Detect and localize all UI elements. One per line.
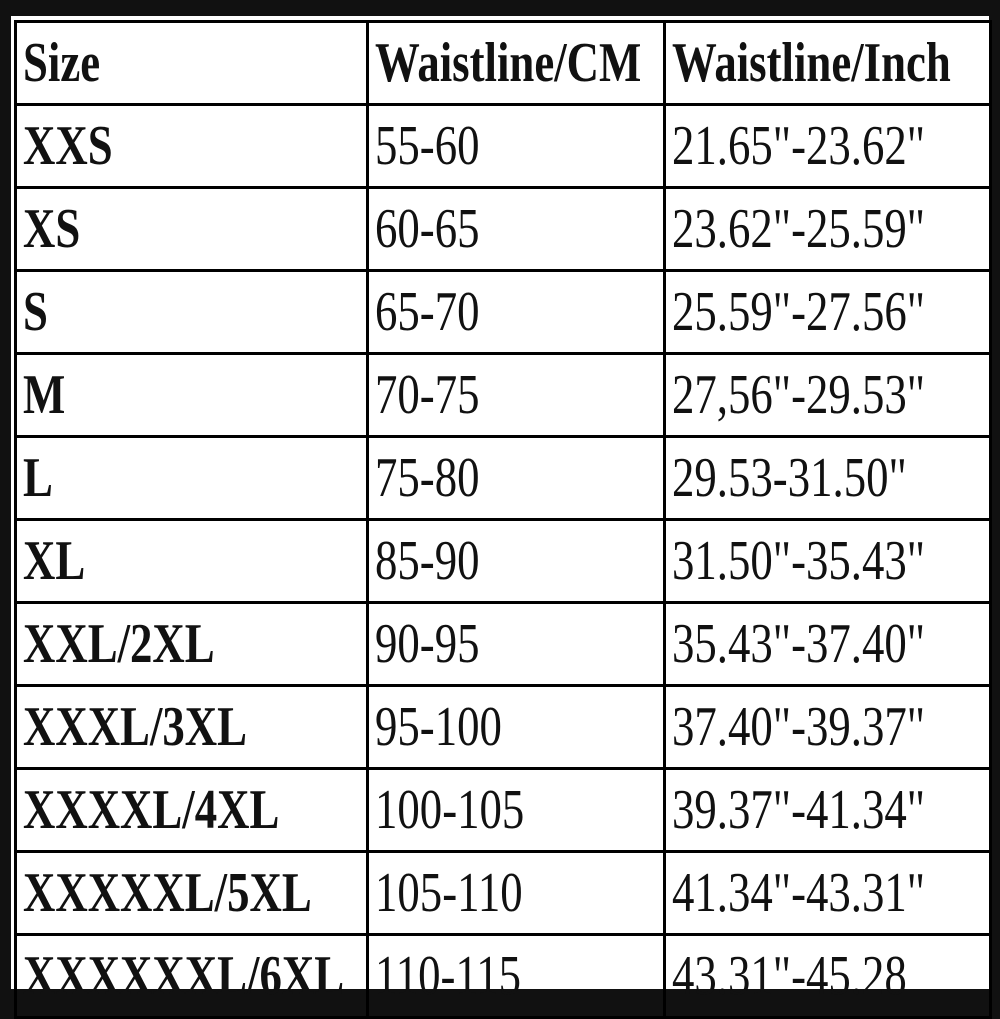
size-cell-text: XXL/2XL (23, 613, 215, 675)
size-cell: L (14, 435, 369, 521)
waist-cm-cell-text: 95-100 (375, 696, 502, 758)
header-waist-cm: Waistline/CM (366, 20, 666, 106)
waist-inch-cell: 43.31"-45.28 (663, 933, 992, 1019)
size-cell: XXXXL/4XL (14, 767, 369, 853)
size-cell: XXS (14, 103, 369, 189)
size-cell-text: S (23, 281, 48, 343)
waist-inch-cell: 25.59"-27.56" (663, 269, 992, 355)
waist-inch-cell-text: 35.43"-37.40" (672, 613, 926, 675)
size-cell: XL (14, 518, 369, 604)
waist-inch-cell-text: 23.62"-25.59" (672, 198, 926, 260)
table-row: XXXXXXL/6XL 110-115 43.31"-45.28 (14, 933, 992, 1019)
waist-inch-cell: 41.34"-43.31" (663, 850, 992, 936)
waist-cm-cell-text: 105-110 (375, 862, 523, 924)
waist-cm-cell: 100-105 (366, 767, 666, 853)
table-row: XXXXXL/5XL 105-110 41.34"-43.31" (14, 850, 992, 936)
waist-inch-cell: 23.62"-25.59" (663, 186, 992, 272)
size-cell-text: XS (23, 198, 81, 260)
header-size-text: Size (23, 32, 101, 94)
waist-cm-cell: 65-70 (366, 269, 666, 355)
size-cell: M (14, 352, 369, 438)
table-row: XS 60-65 23.62"-25.59" (14, 186, 992, 272)
waist-cm-cell: 105-110 (366, 850, 666, 936)
waist-inch-cell: 29.53-31.50" (663, 435, 992, 521)
size-cell: XS (14, 186, 369, 272)
waist-cm-cell-text: 110-115 (375, 945, 521, 1007)
waist-cm-cell-text: 70-75 (375, 364, 480, 426)
size-cell-text: XXS (23, 115, 113, 177)
waist-inch-cell-text: 41.34"-43.31" (672, 862, 926, 924)
waist-inch-cell-text: 43.31"-45.28 (672, 945, 907, 1007)
waist-inch-cell: 37.40"-39.37" (663, 684, 992, 770)
waist-inch-cell-text: 39.37"-41.34" (672, 779, 926, 841)
waist-cm-cell-text: 75-80 (375, 447, 480, 509)
waist-inch-cell-text: 25.59"-27.56" (672, 281, 926, 343)
table-row: XXXL/3XL 95-100 37.40"-39.37" (14, 684, 992, 770)
waist-cm-cell: 110-115 (366, 933, 666, 1019)
waist-inch-cell-text: 31.50"-35.43" (672, 530, 926, 592)
waist-cm-cell-text: 60-65 (375, 198, 480, 260)
waist-inch-cell: 39.37"-41.34" (663, 767, 992, 853)
waist-cm-cell-text: 90-95 (375, 613, 480, 675)
size-cell: XXL/2XL (14, 601, 369, 687)
size-cell: XXXXXXL/6XL (14, 933, 369, 1019)
waist-cm-cell: 95-100 (366, 684, 666, 770)
waist-inch-cell-text: 29.53-31.50" (672, 447, 907, 509)
size-cell-text: XXXXL/4XL (23, 779, 280, 841)
table-row: XXS 55-60 21.65"-23.62" (14, 103, 992, 189)
waist-cm-cell: 75-80 (366, 435, 666, 521)
size-cell: S (14, 269, 369, 355)
table-row: XXL/2XL 90-95 35.43"-37.40" (14, 601, 992, 687)
size-cell-text: L (23, 447, 53, 509)
size-cell-text: XXXL/3XL (23, 696, 248, 758)
waist-cm-cell-text: 100-105 (375, 779, 525, 841)
waist-cm-cell: 85-90 (366, 518, 666, 604)
size-cell-text: XXXXXXL/6XL (23, 945, 345, 1007)
waist-cm-cell-text: 65-70 (375, 281, 480, 343)
table-row: XL 85-90 31.50"-35.43" (14, 518, 992, 604)
size-cell-text: M (23, 364, 66, 426)
table-row: XXXXL/4XL 100-105 39.37"-41.34" (14, 767, 992, 853)
table-row: S 65-70 25.59"-27.56" (14, 269, 992, 355)
waist-cm-cell-text: 55-60 (375, 115, 480, 177)
size-chart-table: Size Waistline/CM Waistline/Inch XXS 55-6… (14, 20, 992, 1019)
header-waist-cm-text: Waistline/CM (375, 32, 642, 94)
waist-inch-cell: 31.50"-35.43" (663, 518, 992, 604)
waist-inch-cell-text: 21.65"-23.62" (672, 115, 926, 177)
waist-cm-cell: 90-95 (366, 601, 666, 687)
header-waist-inch: Waistline/Inch (663, 20, 992, 106)
waist-cm-cell: 55-60 (366, 103, 666, 189)
header-size: Size (14, 20, 369, 106)
waist-cm-cell: 60-65 (366, 186, 666, 272)
waist-cm-cell: 70-75 (366, 352, 666, 438)
waist-inch-cell-text: 37.40"-39.37" (672, 696, 926, 758)
waist-inch-cell: 27,56"-29.53" (663, 352, 992, 438)
waist-inch-cell: 35.43"-37.40" (663, 601, 992, 687)
table-row: L 75-80 29.53-31.50" (14, 435, 992, 521)
size-cell-text: XXXXXL/5XL (23, 862, 312, 924)
size-cell: XXXXXL/5XL (14, 850, 369, 936)
header-waist-inch-text: Waistline/Inch (672, 32, 951, 94)
waist-inch-cell: 21.65"-23.62" (663, 103, 992, 189)
header-row: Size Waistline/CM Waistline/Inch (14, 20, 992, 106)
waist-inch-cell-text: 27,56"-29.53" (672, 364, 926, 426)
size-cell: XXXL/3XL (14, 684, 369, 770)
waist-cm-cell-text: 85-90 (375, 530, 480, 592)
table-row: M 70-75 27,56"-29.53" (14, 352, 992, 438)
size-cell-text: XL (23, 530, 86, 592)
